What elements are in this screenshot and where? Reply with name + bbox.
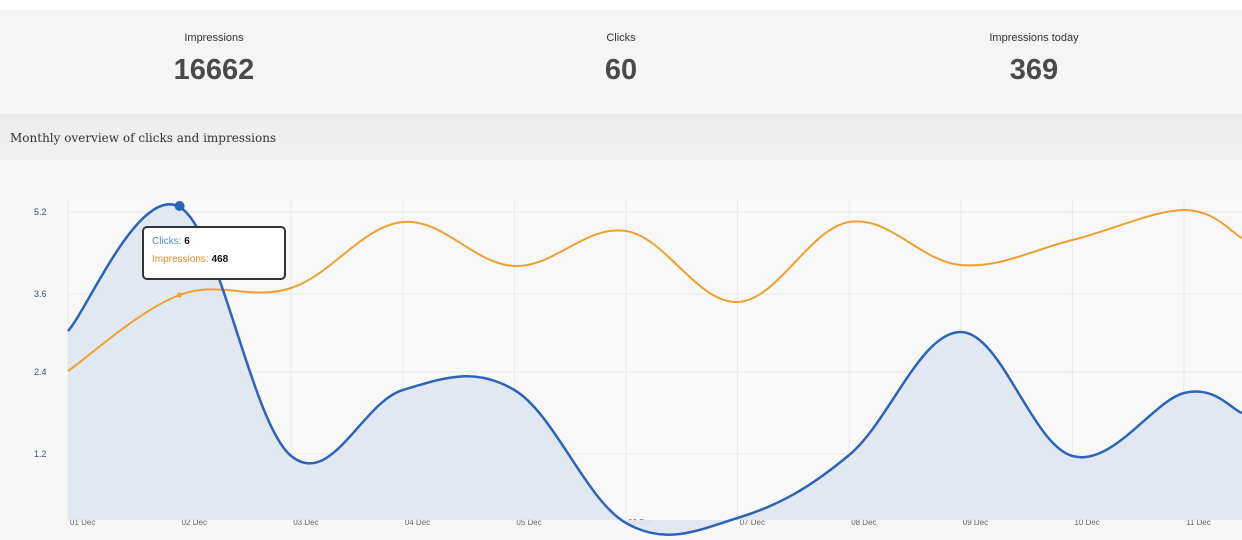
x-tick-label: 03 Dec	[293, 518, 318, 527]
stat-impressions-today: Impressions today 369	[884, 10, 1184, 87]
x-tick-label: 09 Dec	[963, 518, 988, 527]
y-tick-label: 5.2	[34, 207, 47, 217]
x-tick-label: 04 Dec	[405, 518, 430, 527]
x-tick-label: 08 Dec	[851, 518, 876, 527]
y-tick-label: 1.2	[34, 449, 47, 459]
x-tick-label: 01 Dec	[70, 518, 95, 527]
stat-impressions-today-label: Impressions today	[989, 32, 1079, 44]
y-tick-label: 2.4	[34, 367, 47, 377]
tooltip-impressions-value: 468	[211, 254, 229, 265]
series-line-impressions	[67, 208, 1242, 372]
series-line-clicks	[67, 203, 1242, 536]
line-chart[interactable]: 1.2 2.4 3.6 5.2 01 Dec 02 Dec 03 Dec 04 Dec 05 D…	[0, 160, 1242, 540]
x-tick-label: 02 Dec	[182, 518, 207, 527]
chart-section-header: Monthly overview of clicks and impressio…	[0, 114, 1242, 161]
x-tick-label: 10 Dec	[1074, 518, 1099, 527]
tooltip-clicks-value: 6	[184, 236, 190, 247]
chart-section-title: Monthly overview of clicks and impressio…	[10, 131, 277, 145]
clicks-area-fill	[68, 204, 1242, 535]
stat-clicks-label: Clicks	[606, 32, 636, 44]
stat-clicks: Clicks 60	[471, 10, 771, 87]
tooltip-clicks-label: Clicks:	[152, 236, 182, 247]
stats-bar: Impressions 16662 Clicks 60 Impressions …	[0, 10, 1242, 112]
chart-area[interactable]: 1.2 2.4 3.6 5.2 01 Dec 02 Dec 03 Dec 04 Dec 05 D…	[0, 160, 1242, 540]
tooltip-impressions-label: Impressions:	[152, 254, 209, 265]
stat-impressions-value: 16662	[173, 54, 255, 86]
x-tick-label: 05 Dec	[516, 518, 541, 527]
y-tick-label: 3.6	[34, 289, 47, 299]
stat-impressions-today-value: 369	[1009, 54, 1059, 86]
stat-impressions-label: Impressions	[184, 32, 244, 44]
top-strip	[0, 0, 1242, 10]
stat-clicks-value: 60	[604, 54, 638, 86]
stat-impressions: Impressions 16662	[64, 10, 364, 87]
chart-tooltip: Clicks: 6 Impressions: 468	[142, 226, 286, 280]
x-tick-label: 11 Dec	[1186, 518, 1211, 527]
data-point-impressions-hovered	[177, 292, 183, 298]
x-tick-label: 07 Dec	[740, 518, 765, 527]
data-point-clicks-hovered	[174, 201, 185, 211]
